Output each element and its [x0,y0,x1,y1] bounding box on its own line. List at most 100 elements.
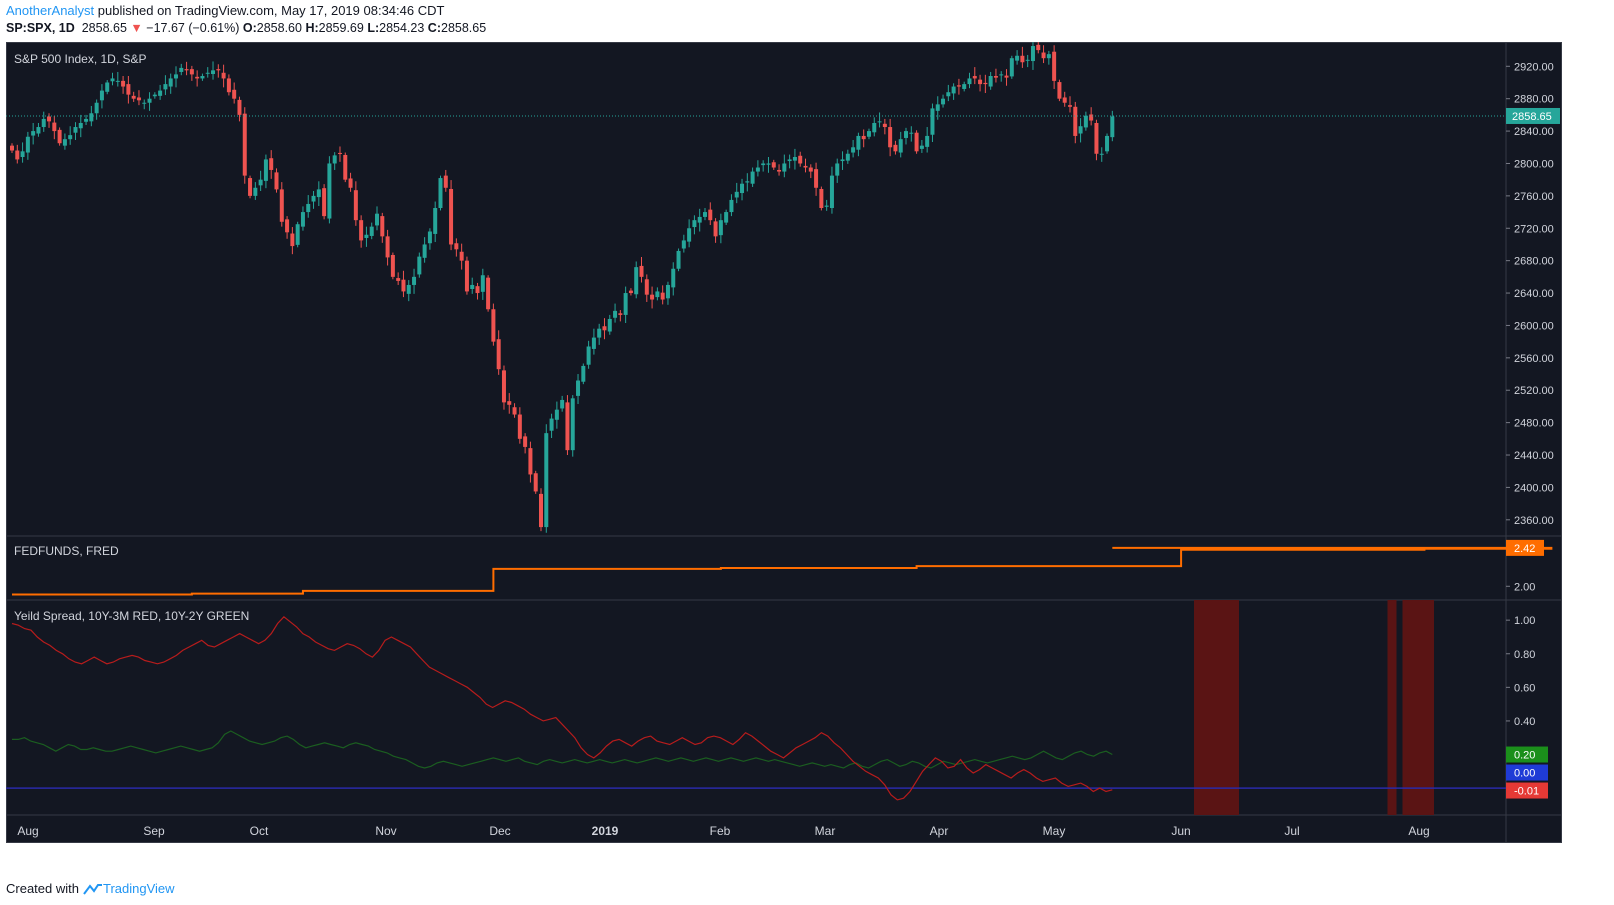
candle-body [433,208,438,234]
price-axis-label: 2520.00 [1514,385,1554,397]
candle-body [623,293,628,315]
candle-body [962,84,967,89]
candle-body [798,155,803,164]
symbol-info: SP:SPX, 1D 2858.65 ▼ −17.67 (−0.61%) O:2… [6,21,486,35]
candle-body [872,122,877,133]
candle-body [1036,44,1041,51]
candle-body [486,277,491,310]
candle-body [427,231,432,244]
candle-body [639,265,644,277]
time-axis-label: Aug [1408,824,1429,838]
chart-border [6,42,1562,843]
candle-body [253,187,258,196]
candle-body [279,189,284,222]
candle-body [1041,52,1046,59]
candle-body [232,89,237,99]
candle-body [697,216,702,223]
open-label: O: [242,21,257,35]
time-axis-label: Jun [1171,824,1190,838]
spread-axis-label: 0.80 [1514,649,1535,661]
low-label: L: [367,21,380,35]
candle-body [1105,135,1110,152]
candle-body [47,116,52,122]
candle-body [1094,122,1099,154]
candle-body [475,286,480,294]
candle-body [163,84,168,90]
candle-body [1009,58,1014,77]
candle-body [792,156,797,161]
price-axis-label: 2480.00 [1514,418,1554,430]
candle-body [607,318,612,332]
candle-body [560,399,565,409]
candle-body [1057,82,1062,99]
candle-body [189,69,194,75]
candle-body [343,154,348,180]
spread-value-tag [1506,746,1548,763]
tradingview-link[interactable]: TradingView [83,881,175,896]
close-label: C: [427,21,441,35]
candle-body [544,433,549,528]
candle-body [327,163,332,219]
time-axis-label: Sep [143,824,165,838]
candle-body [258,179,263,186]
candle-body [660,292,665,300]
candle-body [771,162,776,168]
candle-body [533,473,538,492]
time-axis-label: 2019 [592,824,619,838]
candle-body [226,78,231,93]
candle-body [173,74,178,79]
candle-body [528,448,533,475]
candle-body [99,90,104,101]
candle-body [835,163,840,176]
candle-body [316,189,321,198]
candle-body [216,69,221,71]
chart-area[interactable]: 2920.00 2880.00 2840.00 2800.00 2760.00 2720.… [6,42,1562,843]
time-axis-label: Oct [250,824,269,838]
candle-body [131,95,136,99]
candle-body [644,279,649,295]
candle-body [734,191,739,198]
candle-body [1089,114,1094,121]
candle-body [665,284,670,299]
candle-body [89,113,94,122]
candle-body [158,90,163,96]
candle-body [126,84,131,95]
price-axis-label: 2880.00 [1514,94,1554,106]
candle-body [401,279,406,292]
candle-body [470,284,475,289]
tradingview-logo-icon [83,883,102,895]
candle-body [946,92,951,97]
candle-body [570,398,575,451]
candle-body [136,97,141,101]
candle-body [221,72,226,79]
candle-body [1068,105,1072,107]
price-axis-label: 2680.00 [1514,256,1554,268]
candle-body [829,175,834,209]
candle-body [782,163,787,172]
candle-body [142,102,147,104]
candle-body [591,337,596,349]
candle-body [380,216,385,237]
candle-body [914,132,919,152]
candle-body [935,104,940,111]
candle-body [274,172,279,190]
candle-body [1110,116,1115,138]
price-axis-label: 2360.00 [1514,515,1554,527]
candle-body [851,147,856,153]
candle-body [956,85,961,87]
candle-body [242,113,247,176]
candle-body [882,123,887,128]
candle-body [565,402,570,451]
author-link[interactable]: AnotherAnalyst [6,3,95,18]
candle-body [581,365,586,382]
candle-body [121,80,126,87]
inversion-shade [1402,600,1434,815]
candle-body [15,150,20,160]
candle-body [866,131,871,137]
price-axis-label: 2840.00 [1514,126,1554,138]
candle-body [824,205,829,207]
candle-body [597,328,602,338]
candle-body [856,135,861,150]
publish-info: AnotherAnalyst published on TradingView.… [6,3,444,18]
last-price: 2858.65 [81,21,127,35]
